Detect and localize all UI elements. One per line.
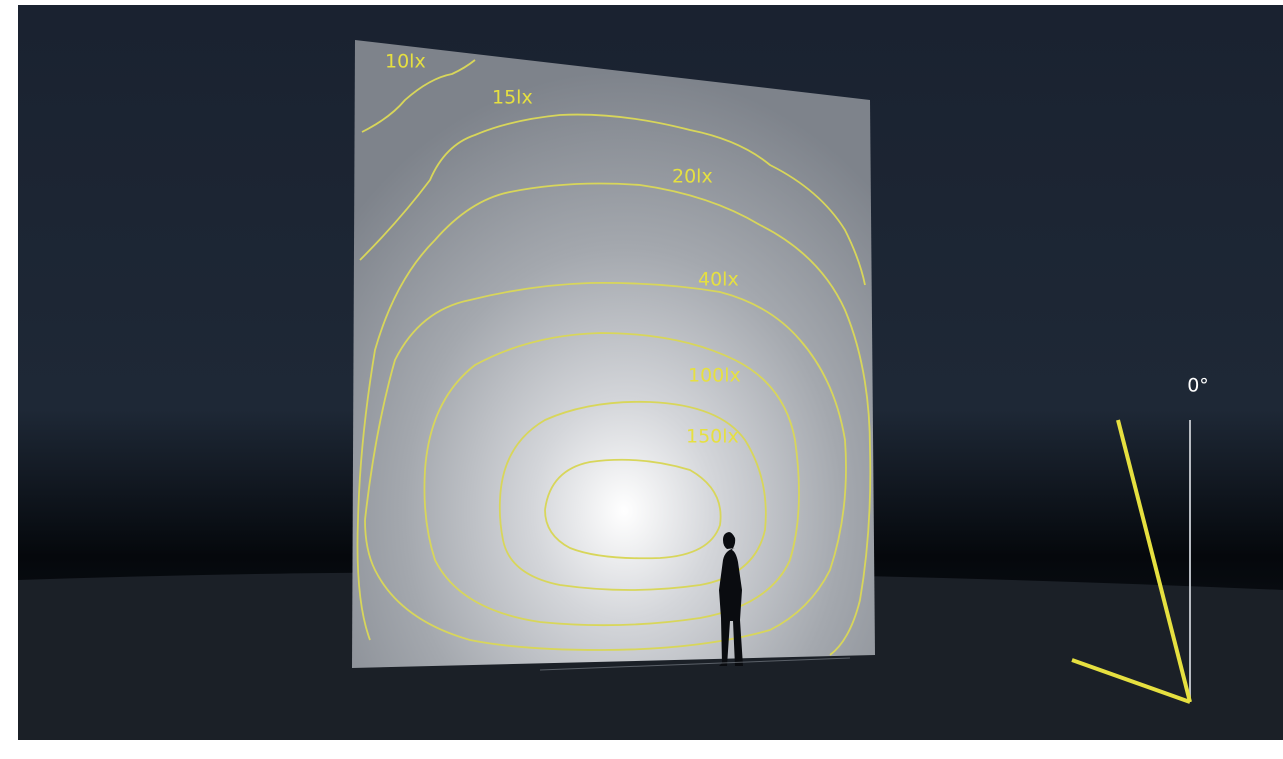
contour-15	[359, 113, 866, 286]
contour-150	[498, 400, 767, 591]
contour-label: 15lx	[492, 87, 533, 109]
contour-label: 10lx	[385, 51, 426, 73]
contour-100	[423, 332, 800, 627]
contour-10	[361, 59, 476, 133]
floor-line	[539, 657, 851, 671]
beam-line	[1071, 658, 1191, 704]
person	[719, 532, 743, 666]
contour-label: 100lx	[688, 365, 741, 387]
wall	[352, 40, 875, 668]
contour-label: 40lx	[698, 269, 739, 291]
contour-20	[356, 182, 872, 656]
beam-line	[1116, 419, 1192, 703]
angle-label: 0°	[1187, 375, 1209, 397]
contour-40	[364, 282, 847, 651]
contour-label: 20lx	[672, 166, 713, 188]
contour-label: 150lx	[686, 426, 739, 448]
contour-150-inner	[544, 458, 722, 560]
